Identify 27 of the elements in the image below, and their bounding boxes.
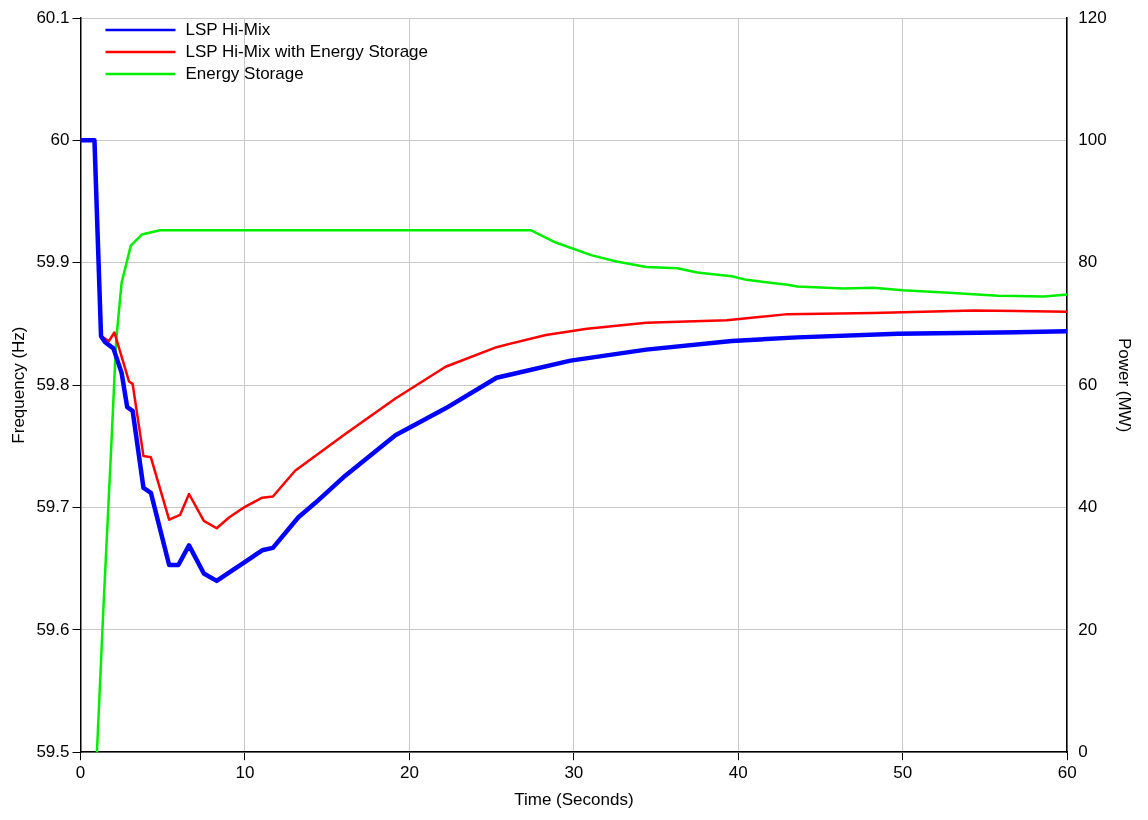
y-tick-label: 59.5 xyxy=(36,741,70,761)
y2-axis-title: Power (MW) xyxy=(1115,337,1135,433)
legend-label: LSP Hi-Mix with Energy Storage xyxy=(185,41,428,61)
x-tick-label: 0 xyxy=(75,763,86,783)
y2-tick-label: 20 xyxy=(1078,619,1098,639)
x-axis-title: Time (Seconds) xyxy=(514,790,634,810)
y-tick-label: 60.1 xyxy=(36,7,70,27)
x-tick-label: 10 xyxy=(235,763,255,783)
y2-tick-label: 120 xyxy=(1078,7,1107,27)
y-axis-title: Frequency (Hz) xyxy=(8,326,28,444)
y2-tick-label: 60 xyxy=(1078,374,1098,394)
y-tick-label: 59.8 xyxy=(36,374,70,394)
x-tick-label: 50 xyxy=(893,763,913,783)
y-tick-label: 59.6 xyxy=(36,619,70,639)
y2-tick-label: 100 xyxy=(1078,130,1107,150)
x-tick-label: 30 xyxy=(564,763,584,783)
legend-label: LSP Hi-Mix xyxy=(185,19,271,39)
y2-tick-label: 0 xyxy=(1078,741,1088,761)
x-tick-label: 20 xyxy=(399,763,419,783)
y-tick-label: 59.7 xyxy=(36,497,70,517)
legend-label: Energy Storage xyxy=(185,63,304,83)
y-tick-label: 59.9 xyxy=(36,252,70,272)
x-tick-label: 40 xyxy=(728,763,748,783)
y-tick-label: 60 xyxy=(50,130,70,150)
y2-tick-label: 80 xyxy=(1078,252,1098,272)
y2-tick-label: 40 xyxy=(1078,497,1098,517)
x-tick-label: 60 xyxy=(1057,763,1077,783)
